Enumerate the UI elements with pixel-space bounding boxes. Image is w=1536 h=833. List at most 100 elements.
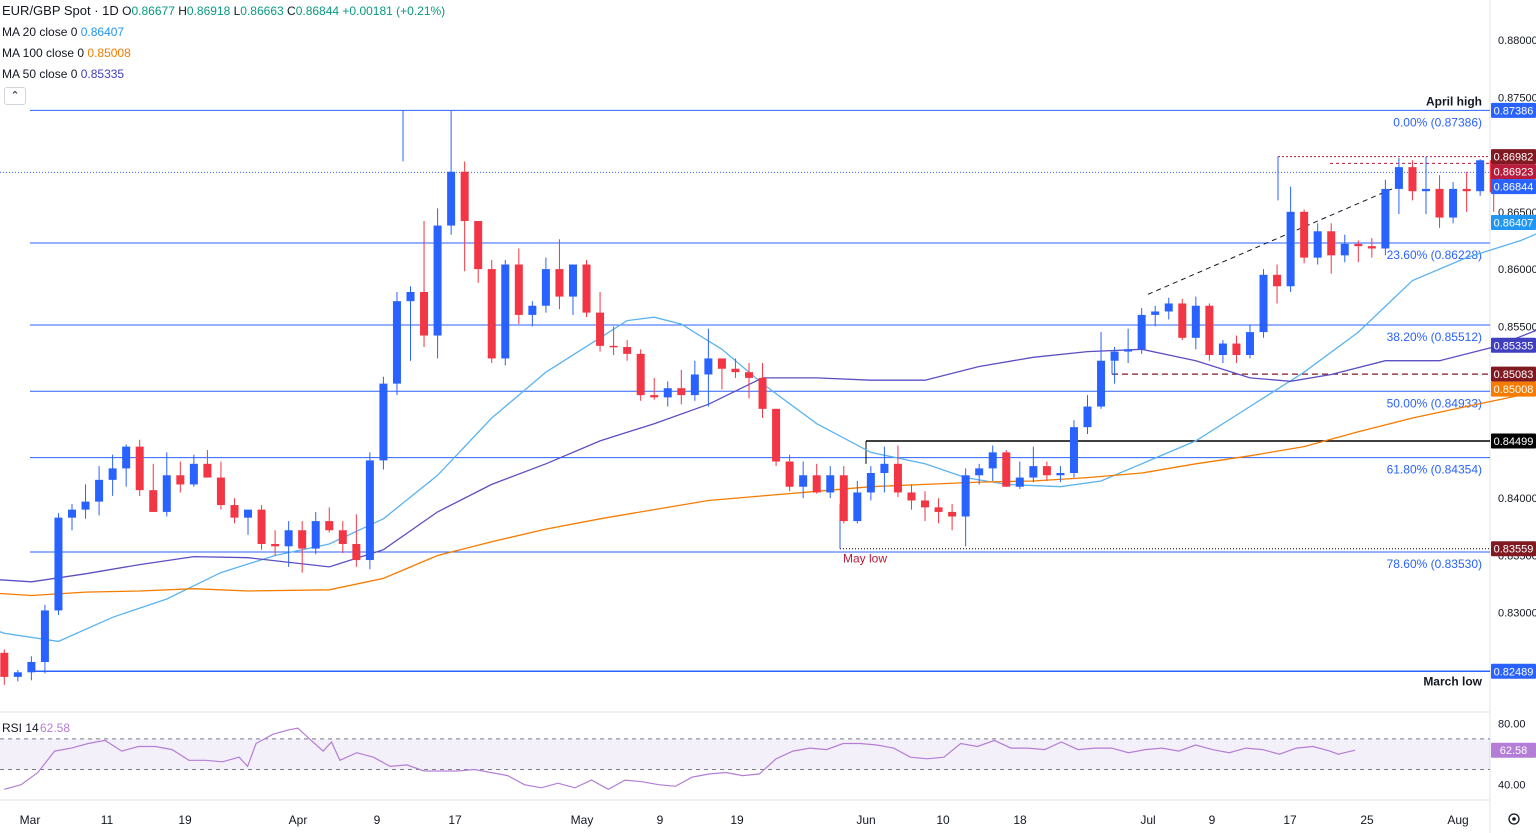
candle-body — [1354, 243, 1363, 247]
indicator-value: 0.85008 — [87, 46, 131, 60]
x-tick-label: 25 — [1360, 813, 1374, 827]
y-tick-label: 0.84000 — [1498, 493, 1536, 505]
candle-body — [907, 492, 916, 501]
x-tick-label: Jul — [1140, 813, 1155, 827]
candle-body — [555, 269, 564, 297]
y-tick-label: 0.87500 — [1498, 92, 1536, 104]
candle-body — [420, 292, 429, 336]
x-tick-label: May — [571, 813, 594, 827]
candle-body — [27, 661, 36, 673]
x-tick-label: Aug — [1447, 813, 1468, 827]
candle-body — [1259, 274, 1268, 333]
candle-body — [1394, 167, 1403, 189]
symbol-legend: EUR/GBP Spot · 1D O0.86677 H0.86918 L0.8… — [2, 3, 446, 19]
ma-line-ma50 — [0, 329, 1536, 583]
y-tick-label: 0.86000 — [1498, 264, 1536, 276]
price-axis-label: 0.82489 — [1494, 666, 1534, 678]
candle-body — [474, 220, 483, 270]
candle-body — [1191, 305, 1200, 338]
candle-body — [406, 292, 415, 302]
candle-body — [731, 368, 740, 373]
candle-body — [785, 461, 794, 487]
candle-body — [1367, 246, 1376, 249]
candle-body — [812, 475, 821, 493]
ma-line-ma20 — [0, 233, 1536, 643]
price-axis-label: 0.86407 — [1494, 217, 1534, 229]
price-axis-label: 0.84499 — [1494, 436, 1534, 448]
rsi-legend-label: RSI 14 — [2, 721, 39, 735]
candle-body — [1042, 466, 1051, 476]
candle-body — [176, 475, 185, 485]
ohlc-key-l: L — [230, 4, 241, 18]
candle-body — [365, 460, 374, 561]
fib-label: 38.20% (0.85512) — [1387, 330, 1482, 344]
price-axis-label: 0.86982 — [1494, 152, 1534, 164]
candle-body — [501, 264, 510, 359]
candle-body — [54, 517, 63, 611]
candle-body — [1205, 305, 1214, 355]
candle-body — [1218, 343, 1227, 355]
candle-body — [528, 305, 537, 315]
candle-body — [284, 530, 293, 547]
price-axis-label: 0.85083 — [1494, 369, 1534, 381]
rsi-tick-label: 80.00 — [1498, 719, 1526, 731]
candle-body — [40, 610, 49, 662]
candle-body — [758, 377, 767, 409]
indicator-value: 0.85335 — [80, 67, 125, 81]
y-tick-label: 0.85500 — [1498, 321, 1536, 333]
indicator-label: MA 20 close 0 — [2, 25, 81, 39]
candle-body — [1056, 472, 1065, 476]
candle-body — [975, 468, 984, 476]
candle-body — [392, 301, 401, 384]
annotation-april-high: April high — [1426, 94, 1482, 108]
candle-body — [1449, 188, 1458, 218]
candle-body — [1273, 274, 1282, 287]
candle-body — [13, 672, 22, 677]
candle-body — [1097, 360, 1106, 407]
candle-body — [1327, 231, 1336, 256]
y-tick-label: 0.83000 — [1498, 608, 1536, 620]
x-tick-label: 9 — [1209, 813, 1216, 827]
candle-body — [799, 475, 808, 487]
candle-body — [257, 509, 266, 544]
x-tick-label: 17 — [448, 813, 462, 827]
candle-body — [596, 312, 605, 346]
symbol-title: EUR/GBP Spot · 1D — [2, 3, 119, 18]
gear-icon-center — [1512, 817, 1516, 821]
collapse-legend-button[interactable]: ⌃ — [4, 87, 26, 105]
candle-body — [1015, 477, 1024, 487]
price-axis-label: 0.86844 — [1494, 182, 1534, 194]
ohlc-key-c: C — [283, 4, 296, 18]
rsi-value-label: 62.58 — [1500, 745, 1528, 757]
candle-body — [826, 475, 835, 493]
candle-body — [68, 509, 76, 518]
candle-body — [271, 544, 280, 547]
price-axis-label: 0.83559 — [1494, 544, 1534, 556]
candle-body — [1151, 311, 1160, 315]
candle-body — [1178, 303, 1187, 338]
annotation-may-low: May low — [843, 552, 887, 566]
price-axis-label-bg — [1491, 149, 1536, 165]
candle-body — [934, 507, 943, 512]
candle-body — [81, 501, 90, 510]
price-axis-label-bg — [1491, 433, 1536, 449]
candle-body — [338, 530, 347, 544]
candle-body — [1286, 211, 1295, 287]
candle-body — [663, 388, 672, 398]
change-value: +0.00181 (+0.21%) — [342, 4, 446, 18]
candle-body — [893, 463, 902, 493]
x-tick-label: 19 — [178, 813, 192, 827]
rsi-legend-value: 62.58 — [40, 721, 70, 735]
candle-body — [95, 479, 104, 502]
ohlc-value-l: 0.86663 — [240, 4, 284, 18]
candle-body — [609, 345, 618, 348]
candle-body — [1069, 427, 1078, 473]
x-tick-label: Apr — [289, 813, 308, 827]
candle-body — [447, 171, 456, 226]
indicator-label: MA 100 close 0 — [2, 46, 88, 60]
x-tick-label: 19 — [730, 813, 744, 827]
ohlc-values: O0.86677 H0.86918 L0.86663 C0.86844 — [122, 4, 339, 18]
candle-body — [0, 652, 9, 677]
candle-body — [677, 388, 686, 396]
